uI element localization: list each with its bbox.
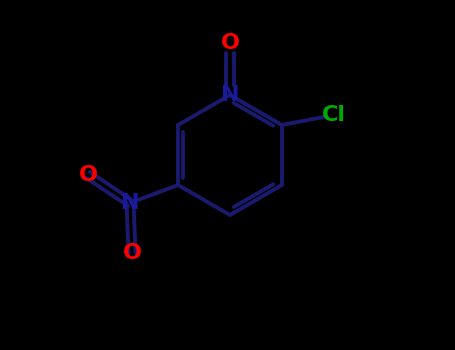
Text: N: N [121,193,139,213]
Text: Cl: Cl [322,105,346,125]
Text: O: O [221,33,239,53]
Text: N: N [221,85,239,105]
Text: O: O [79,165,97,185]
Text: O: O [122,243,142,263]
